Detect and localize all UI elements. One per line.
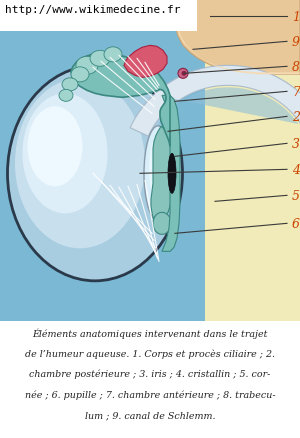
Ellipse shape	[104, 48, 122, 63]
Text: 8: 8	[292, 61, 300, 74]
Text: http://www.wikimedecine.fr: http://www.wikimedecine.fr	[5, 5, 181, 15]
Ellipse shape	[153, 213, 171, 235]
Text: Éléments anatomiques intervenant dans le trajet: Éléments anatomiques intervenant dans le…	[32, 328, 268, 338]
Ellipse shape	[15, 79, 145, 249]
Text: 5: 5	[292, 189, 300, 202]
Ellipse shape	[144, 127, 172, 221]
Ellipse shape	[149, 141, 159, 196]
Text: 7: 7	[292, 86, 300, 99]
Text: lum ; 9. canal de Schlemm.: lum ; 9. canal de Schlemm.	[85, 410, 215, 419]
Ellipse shape	[178, 69, 188, 79]
Ellipse shape	[8, 67, 182, 281]
Polygon shape	[175, 0, 300, 75]
Ellipse shape	[76, 57, 98, 75]
Polygon shape	[124, 46, 167, 78]
Ellipse shape	[90, 51, 110, 67]
Ellipse shape	[22, 94, 107, 214]
Polygon shape	[177, 26, 300, 75]
Ellipse shape	[168, 154, 176, 194]
Text: de l’humeur aqueuse. 1. Corps et procès ciliaire ; 2.: de l’humeur aqueuse. 1. Corps et procès …	[25, 348, 275, 358]
Text: chambre postérieure ; 3. iris ; 4. cristallin ; 5. cor-: chambre postérieure ; 3. iris ; 4. crist…	[29, 369, 271, 378]
Text: 6: 6	[292, 217, 300, 230]
Text: 9: 9	[292, 36, 300, 49]
Ellipse shape	[59, 90, 73, 102]
Ellipse shape	[62, 79, 78, 92]
Text: 3: 3	[292, 138, 300, 151]
Ellipse shape	[71, 68, 89, 83]
Ellipse shape	[28, 107, 82, 187]
Bar	[205, 0, 300, 321]
Polygon shape	[162, 96, 180, 252]
Text: 2: 2	[292, 110, 300, 124]
Polygon shape	[71, 54, 170, 147]
Polygon shape	[158, 88, 298, 249]
Polygon shape	[151, 127, 172, 224]
Polygon shape	[130, 66, 300, 137]
Text: née ; 6. pupille ; 7. chambre antérieure ; 8. trabecu-: née ; 6. pupille ; 7. chambre antérieure…	[25, 390, 275, 399]
Text: 1: 1	[292, 11, 300, 24]
Text: 4: 4	[292, 163, 300, 177]
Ellipse shape	[182, 72, 187, 77]
